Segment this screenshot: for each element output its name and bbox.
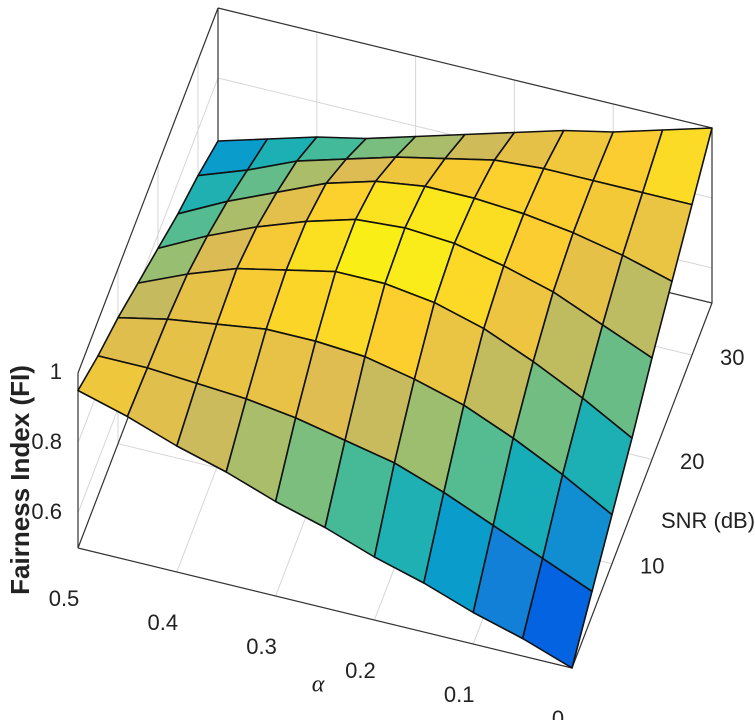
box-edge xyxy=(77,7,219,374)
y-tick-label: 10 xyxy=(640,554,664,579)
box-edge xyxy=(77,547,573,669)
x-tick-label: 0.3 xyxy=(246,634,277,659)
z-tick-label: 0.6 xyxy=(31,499,62,524)
box-edge xyxy=(217,7,713,129)
y-axis-label: SNR (dB) xyxy=(661,508,755,533)
z-tick-label: 0.8 xyxy=(31,429,62,454)
surface-patch xyxy=(521,557,593,669)
y-tick-label: 30 xyxy=(720,345,744,370)
x-tick-label: 0 xyxy=(552,706,564,720)
x-axis-label: α xyxy=(312,672,325,698)
x-tick-label: 0.4 xyxy=(148,610,179,635)
x-tick-label: 0.5 xyxy=(49,586,80,611)
y-tick-label: 20 xyxy=(680,449,704,474)
z-axis-label: Fairness Index (FI) xyxy=(5,365,35,595)
box-edge xyxy=(571,302,713,669)
x-tick-label: 0.1 xyxy=(444,682,475,707)
x-tick-label: 0.2 xyxy=(345,658,376,683)
z-tick-label: 1 xyxy=(50,359,62,384)
